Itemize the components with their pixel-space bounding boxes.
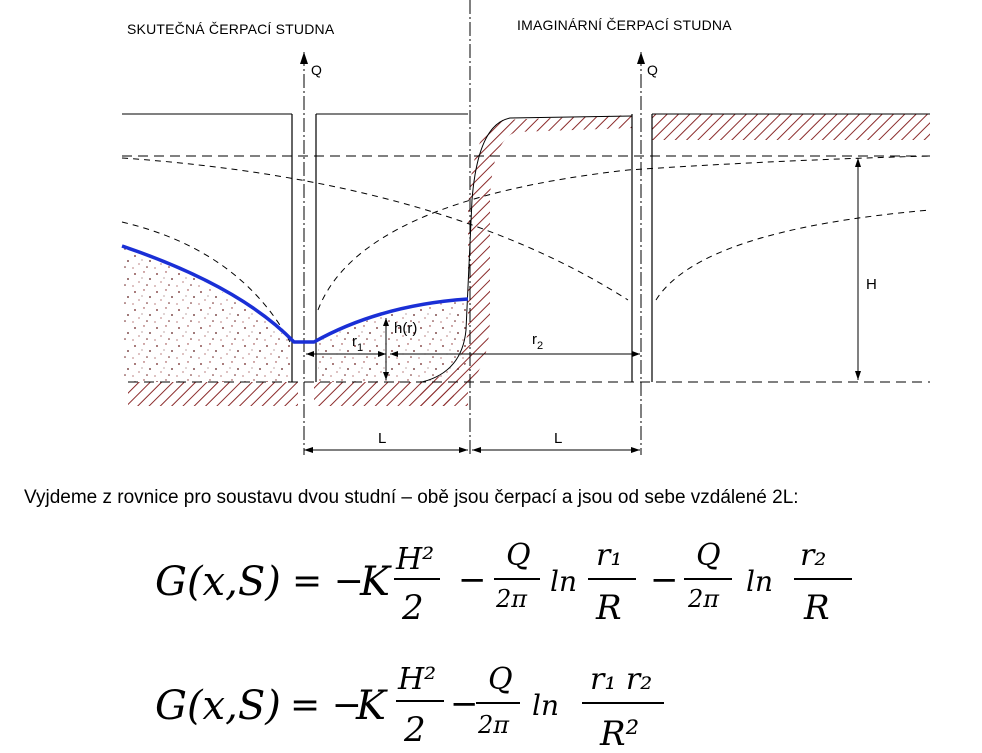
eq1-r1-den: R — [595, 588, 622, 628]
q-arrow-right — [637, 52, 645, 64]
eq1-q1-num: Q — [506, 538, 531, 573]
eq2-q-num: Q — [488, 662, 513, 697]
q-label-right: Q — [647, 62, 658, 78]
r2-label: r2 — [532, 331, 543, 352]
eq2-h-den: 2 — [403, 710, 426, 750]
l-right-arrow-b — [631, 447, 640, 453]
aquifer-soil — [124, 248, 292, 382]
boundary-hatch-corner — [420, 330, 468, 406]
eq2-equals: = − — [290, 685, 362, 726]
l-label-right: L — [554, 430, 562, 447]
r1-arrow-right — [378, 351, 386, 357]
eq1-q2-num: Q — [696, 538, 721, 573]
eq2-lhs: G(x,S) — [155, 683, 281, 729]
eq1-q2-den: 2π — [687, 585, 720, 613]
eq1-ln1: ln — [550, 565, 577, 598]
cone-image-right — [655, 209, 931, 301]
eq2-k: K — [355, 683, 388, 729]
equation-2: G(x,S) = − K H² 2 − Q 2π ln r₁ r₂ R² — [155, 662, 664, 753]
q-label-left: Q — [311, 62, 322, 78]
equation-1: G(x,S) = − K H² 2 − Q 2π ln r₁ R − Q 2π … — [155, 538, 852, 628]
r2-arrow-left — [390, 351, 398, 357]
cone-image-left — [121, 157, 629, 301]
eq1-minus1: − — [458, 560, 487, 600]
eq1-h-num: H² — [395, 542, 434, 577]
boundary-wall-outline — [421, 115, 633, 383]
well-diagram: H h(r) r1 r2 L L Q Q — [121, 0, 931, 455]
h-label: H — [866, 276, 877, 293]
eq1-minus2: − — [650, 560, 679, 600]
aquifer-soil-right — [318, 300, 468, 382]
h-arrow-top — [855, 158, 861, 167]
l-left-arrow-b — [459, 447, 468, 453]
eq1-equals: = − — [292, 561, 364, 602]
boundary-hatch-wall — [468, 115, 632, 382]
eq1-h-den: 2 — [401, 588, 424, 628]
eq2-h-num: H² — [397, 662, 436, 697]
h-arrow-bottom — [855, 371, 861, 380]
eq1-r1-num: r₁ — [596, 538, 622, 573]
l-label-left: L — [378, 430, 386, 447]
eq1-lhs: G(x,S) — [155, 559, 281, 605]
eq2-r-num: r₁ r₂ — [590, 662, 652, 697]
eq1-k: K — [359, 559, 392, 605]
water-table-curve — [121, 244, 469, 344]
eq1-r2-num: r₂ — [800, 538, 826, 573]
eq2-minus1: − — [450, 684, 479, 724]
eq1-r2-den: R — [803, 588, 830, 628]
r2-arrow-right — [632, 351, 640, 357]
l-left-arrow-a — [304, 447, 313, 453]
eq2-q-den: 2π — [477, 711, 510, 739]
q-arrow-left — [300, 52, 308, 64]
cone-real-right — [317, 155, 931, 311]
title-real-well: SKUTEČNÁ ČERPACÍ STUDNA — [127, 21, 335, 37]
eq1-q1-den: 2π — [495, 585, 528, 613]
explanation-sentence: Vyjdeme z rovnice pro soustavu dvou stud… — [24, 487, 799, 508]
title-imaginary-well: IMAGINÁRNÍ ČERPACÍ STUDNA — [517, 17, 732, 33]
eq1-ln2: ln — [746, 565, 773, 598]
eq2-r-den: R² — [599, 714, 639, 753]
eq2-ln: ln — [532, 689, 559, 722]
hr-arrow-bottom — [383, 372, 389, 380]
l-right-arrow-a — [472, 447, 481, 453]
hr-arrow-top — [383, 318, 389, 326]
hr-label: h(r) — [394, 320, 417, 337]
top-hatch-right — [652, 114, 930, 140]
bottom-hatch-left — [128, 382, 298, 406]
r1-arrow-left — [306, 351, 314, 357]
r1-label: r1 — [352, 333, 363, 354]
cone-real-left — [121, 221, 291, 343]
